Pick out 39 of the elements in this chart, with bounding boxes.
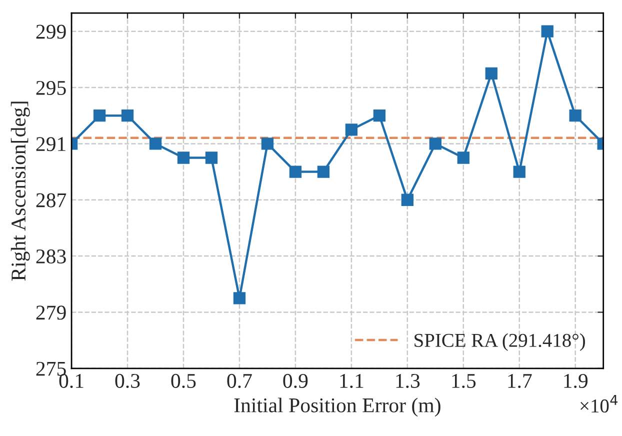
point	[289, 166, 302, 178]
y-tick-label: 275	[36, 362, 66, 376]
point	[401, 194, 414, 206]
point	[317, 166, 330, 178]
point	[205, 152, 218, 164]
point	[93, 110, 106, 122]
x-axis-title: Initial Position Error (m)	[234, 398, 440, 417]
x-tick-label: 0.5	[171, 374, 196, 388]
y-tick-label: 295	[36, 80, 66, 95]
x-tick-label: 1.9	[564, 374, 588, 388]
point	[373, 110, 386, 122]
x-tick-label: 0.1	[59, 374, 84, 388]
point	[149, 138, 162, 150]
point	[261, 138, 274, 150]
point	[177, 152, 190, 164]
x-tick-label: 1.5	[452, 374, 476, 388]
x-tick-label: 0.7	[227, 374, 252, 388]
y-tick-label: 279	[36, 306, 66, 320]
y-tick-label: 287	[36, 193, 66, 208]
x-tick-label: 1.7	[508, 374, 532, 388]
x-tick-label: 1.3	[396, 374, 420, 388]
x-tick-label: 0.3	[115, 374, 140, 388]
point	[121, 110, 134, 122]
point	[457, 152, 470, 164]
x-tick-label: 1.1	[340, 374, 364, 388]
text: ×10$^{4}$	[580, 394, 618, 413]
point	[345, 124, 358, 136]
y-tick-label: 299	[36, 24, 66, 39]
y-axis-title: Right Ascension[deg]	[10, 102, 30, 281]
point	[569, 110, 582, 122]
point	[541, 25, 554, 38]
point	[233, 292, 246, 304]
point	[485, 67, 498, 80]
y-tick-label: 291	[36, 137, 66, 152]
point	[429, 138, 442, 150]
legend-label: SPICE RA (291.418°)	[414, 333, 585, 351]
y-tick-label: 283	[36, 249, 66, 264]
point	[513, 166, 526, 178]
x-tick-label: 0.9	[283, 374, 308, 388]
